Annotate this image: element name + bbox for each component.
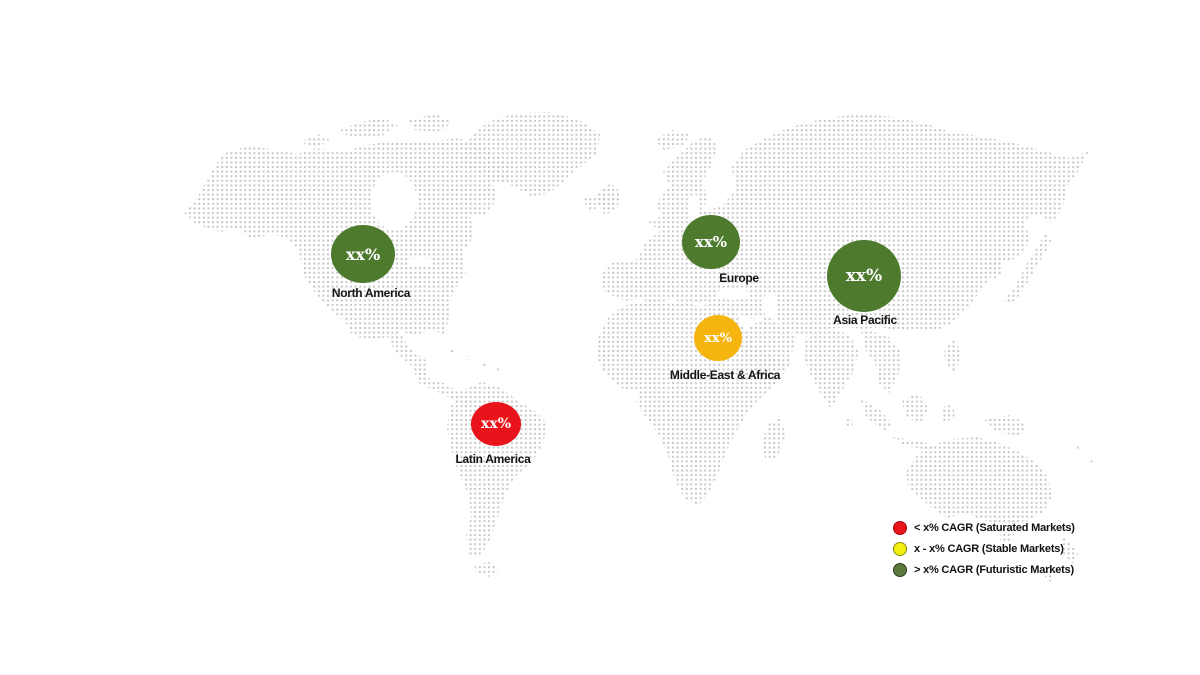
bubble-value: xx% [345, 244, 381, 264]
legend-swatch-yellow-icon [893, 542, 907, 556]
bubble-north-america: xx% [331, 225, 395, 283]
legend-swatch-red-icon [893, 521, 907, 535]
continents [184, 112, 1093, 582]
bubble-value: xx% [481, 416, 511, 432]
sea-cutouts [371, 172, 777, 318]
region-label-asia-pacific: Asia Pacific [833, 313, 897, 327]
bubble-value: xx% [845, 266, 883, 286]
legend: < x% CAGR (Saturated Markets) x - x% CAG… [893, 521, 1075, 577]
bubble-asia-pacific: xx% [827, 240, 901, 312]
legend-item-futuristic: > x% CAGR (Futuristic Markets) [893, 563, 1075, 577]
region-label-latin-america: Latin America [455, 452, 531, 466]
continent-africa [596, 300, 790, 506]
region-label-north-america: North America [331, 286, 411, 300]
legend-label: x - x% CAGR (Stable Markets) [914, 543, 1064, 555]
legend-swatch-green-icon [893, 563, 907, 577]
region-label-europe: Europe [719, 271, 759, 285]
legend-label: > x% CAGR (Futuristic Markets) [914, 564, 1074, 576]
region-label-middle-east-africa: Middle-East & Africa [669, 368, 781, 382]
continent-australia [906, 437, 1052, 524]
bubble-value: xx% [704, 330, 732, 346]
bubble-middle-east-africa: xx% [694, 315, 742, 361]
bubble-latin-america: xx% [471, 402, 521, 446]
legend-label: < x% CAGR (Saturated Markets) [914, 522, 1075, 534]
continent-eurasia [600, 114, 1089, 337]
legend-item-stable: x - x% CAGR (Stable Markets) [893, 542, 1075, 556]
bubble-europe: xx% [682, 215, 740, 269]
bubble-value: xx% [694, 233, 728, 251]
legend-item-saturated: < x% CAGR (Saturated Markets) [893, 521, 1075, 535]
continent-greenland [460, 112, 600, 196]
